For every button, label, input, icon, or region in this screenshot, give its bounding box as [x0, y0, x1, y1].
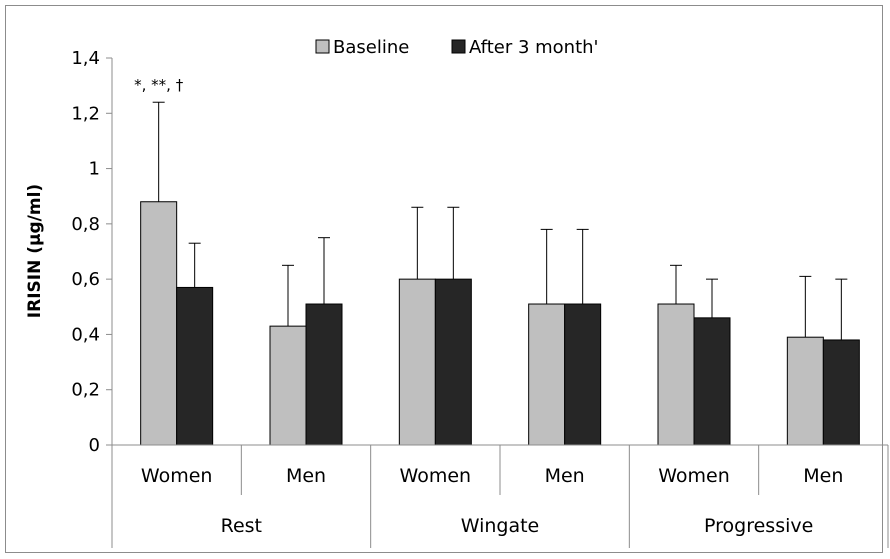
x-category-label: Women [658, 465, 730, 487]
x-group-label: Progressive [704, 515, 813, 537]
y-tick-label: 0 [89, 435, 100, 456]
legend-label: Baseline [333, 37, 409, 58]
x-group-label: Wingate [461, 515, 540, 537]
bars [140, 201, 860, 446]
annotations: *, **, † [134, 76, 184, 94]
bar-after-5 [822, 339, 860, 446]
bar-after-0 [176, 286, 214, 446]
y-tick-label: 0,8 [71, 214, 100, 235]
significance-annotation: *, **, † [134, 76, 184, 94]
y-axis: 0 0,2 0,4 0,6 0,8 1 1,2 1,4 [71, 48, 113, 456]
error-bars [152, 101, 848, 340]
y-tick-label: 1 [89, 159, 100, 180]
y-tick-label: 0,4 [71, 324, 100, 345]
y-tick-label: 1,4 [71, 48, 100, 69]
bar-baseline-4 [657, 303, 695, 446]
y-tick-label: 0,6 [71, 269, 100, 290]
bar-baseline-2 [398, 278, 436, 446]
legend-swatch [451, 39, 466, 54]
legend-swatch [315, 39, 330, 54]
y-tick-label: 0,2 [71, 380, 100, 401]
bar-after-2 [434, 278, 472, 446]
legend-label: After 3 month' [469, 37, 599, 58]
x-category-label: Men [545, 465, 585, 487]
legend: Baseline After 3 month' [315, 37, 599, 58]
x-axis: Women Men Women Men Women Men Rest Wingate Progr… [111, 444, 889, 548]
bar-after-1 [305, 303, 343, 446]
bar-baseline-1 [269, 325, 307, 446]
bar-after-3 [564, 303, 602, 446]
bar-baseline-5 [786, 336, 824, 446]
y-tick-label: 1,2 [71, 103, 100, 124]
x-category-label: Women [400, 465, 472, 487]
x-category-label: Women [141, 465, 213, 487]
x-category-label: Men [803, 465, 843, 487]
bar-after-4 [693, 317, 731, 446]
bar-baseline-0 [140, 201, 178, 446]
x-category-label: Men [286, 465, 326, 487]
y-axis-label: IRISIN (µg/ml) [25, 184, 45, 318]
x-group-label: Rest [221, 515, 262, 537]
bar-baseline-3 [528, 303, 566, 446]
